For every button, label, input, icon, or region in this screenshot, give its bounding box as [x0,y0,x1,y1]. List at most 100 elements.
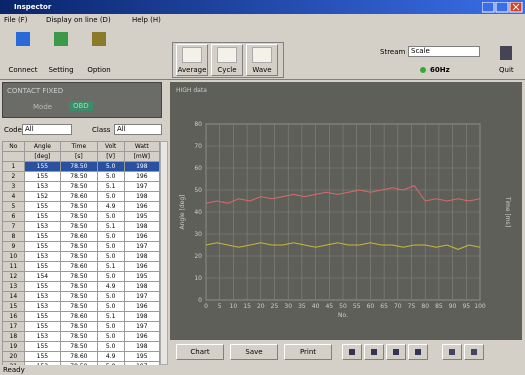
y-tick-label: 20 [194,253,202,260]
table-row[interactable]: 16 155 78.60 5.1 198 [2,311,160,322]
table-row[interactable]: 14 153 78.50 5.0 197 [2,291,160,302]
x-tick-label: 40 [312,303,320,310]
table-cell: 7 [2,221,25,232]
data-line [205,242,481,250]
menu-item[interactable]: File (F) [4,16,28,24]
table-cell: 9 [2,241,25,252]
table-cell: 195 [123,351,160,362]
y-tick-label: 60 [194,165,202,172]
nav-icon [349,349,355,355]
scrollbar[interactable] [160,141,168,365]
table-cell: 6 [2,211,25,222]
table-cell: 78.60 [60,191,98,202]
action-button[interactable]: Print [284,344,332,360]
table-row[interactable]: 12 154 78.50 5.0 195 [2,271,160,282]
menu-bar: File (F) Display on line (D) Help (H) [0,14,525,26]
y-tick-label: 80 [194,121,202,128]
x-tick-label: 55 [353,303,361,310]
unit-cell: [mW] [123,151,160,162]
table-row[interactable]: 2 155 78.50 5.0 196 [2,171,160,182]
action-button[interactable]: Save [230,344,278,360]
table-cell: 196 [123,231,160,242]
table-row[interactable]: 11 155 78.60 5.1 196 [2,261,160,272]
x-tick-label: 50 [339,303,347,310]
table-row[interactable]: 19 155 78.50 5.0 198 [2,341,160,352]
tool-button[interactable]: Connect [8,66,38,74]
mode-label: Average [177,66,207,74]
table-cell: 13 [2,281,25,292]
x-tick-label: 20 [257,303,265,310]
table-row[interactable]: 15 153 78.50 5.0 196 [2,301,160,312]
table-row[interactable]: 8 155 78.60 5.0 196 [2,231,160,242]
table-row[interactable]: 7 153 78.50 5.1 198 [2,221,160,232]
table-row[interactable]: 5 155 78.50 4.9 196 [2,201,160,212]
y-tick-label: 10 [194,275,202,282]
table-cell: 5.0 [96,211,125,222]
table-cell: 155 [23,261,62,272]
x-tick-label: 80 [421,303,429,310]
x-tick-label: 5 [218,303,222,310]
table-cell: 197 [123,291,160,302]
table-cell: 155 [23,171,62,182]
table-cell: 21 [2,361,25,365]
table-cell: 5.0 [96,341,125,352]
class-select[interactable]: All [114,124,162,135]
menu-item[interactable]: Help (H) [132,16,161,24]
table-cell: 10 [2,251,25,262]
nav-button[interactable] [386,344,406,360]
table-row[interactable]: 9 155 78.50 5.0 197 [2,241,160,252]
nav-button[interactable] [442,344,462,360]
table-row[interactable]: 10 153 78.50 5.0 198 [2,251,160,262]
x-tick-label: 10 [230,303,238,310]
data-table: No Angle Time Volt Watt [deg] [s] [V] [mW] 1 155 78… [2,141,160,365]
tool-button[interactable]: Option [87,66,111,74]
info-heading: CONTACT FIXED [7,87,64,95]
table-row[interactable]: 4 152 78.60 5.0 198 [2,191,160,202]
table-row[interactable]: 13 155 78.50 4.9 198 [2,281,160,292]
tool-button[interactable]: Setting [48,66,74,74]
mode-button[interactable]: Wave [246,44,278,76]
table-cell: 78.50 [60,221,98,232]
data-line [205,184,481,204]
table-cell: 5.0 [96,361,125,365]
code-label: Code [4,126,22,134]
quit-button[interactable]: Quit [499,66,514,74]
table-cell: 78.60 [60,311,98,322]
stream-label: Stream [380,48,406,56]
window-controls[interactable] [482,2,524,13]
table-row[interactable]: 6 155 78.50 5.0 195 [2,211,160,222]
table-cell: 8 [2,231,25,242]
table-row[interactable]: 20 155 78.60 4.9 195 [2,351,160,362]
mode-icon [252,47,272,63]
code-select[interactable]: All [22,124,72,135]
table-cell: 15 [2,301,25,312]
table-cell: 4.9 [96,281,125,292]
table-cell: 78.50 [60,301,98,312]
nav-button[interactable] [342,344,362,360]
table-cell: 5.0 [96,271,125,282]
table-cell: 198 [123,161,160,172]
chart: HIGH data 0 10 20 30 40 50 60 70 80 0 5 10 15 20 25 30 35… [176,87,511,319]
table-cell: 197 [123,361,160,365]
nav-button[interactable] [364,344,384,360]
toolbar: Stream Scale 60Hz Quit Connect Setting Opt… [0,26,525,80]
table-cell: 5.0 [96,291,125,302]
stream-select[interactable]: Scale [408,46,480,57]
table-row[interactable]: 1 155 78.50 5.0 198 [2,161,160,172]
x-tick-label: 65 [380,303,388,310]
table-cell: 78.50 [60,171,98,182]
table-cell: 196 [123,201,160,212]
table-row[interactable]: 17 155 78.50 5.0 197 [2,321,160,332]
window-title: Inspector [14,3,52,11]
mode-button[interactable]: Cycle [211,44,243,76]
menu-item[interactable]: Display on line (D) [46,16,111,24]
nav-button[interactable] [408,344,428,360]
table-row[interactable]: 3 153 78.50 5.1 197 [2,181,160,192]
mode-button[interactable]: Average [176,44,208,76]
mode-label: Mode [33,103,53,111]
table-row[interactable]: 18 153 78.50 5.0 196 [2,331,160,342]
table-cell: 78.50 [60,201,98,212]
nav-button[interactable] [464,344,484,360]
action-button[interactable]: Chart [176,344,224,360]
